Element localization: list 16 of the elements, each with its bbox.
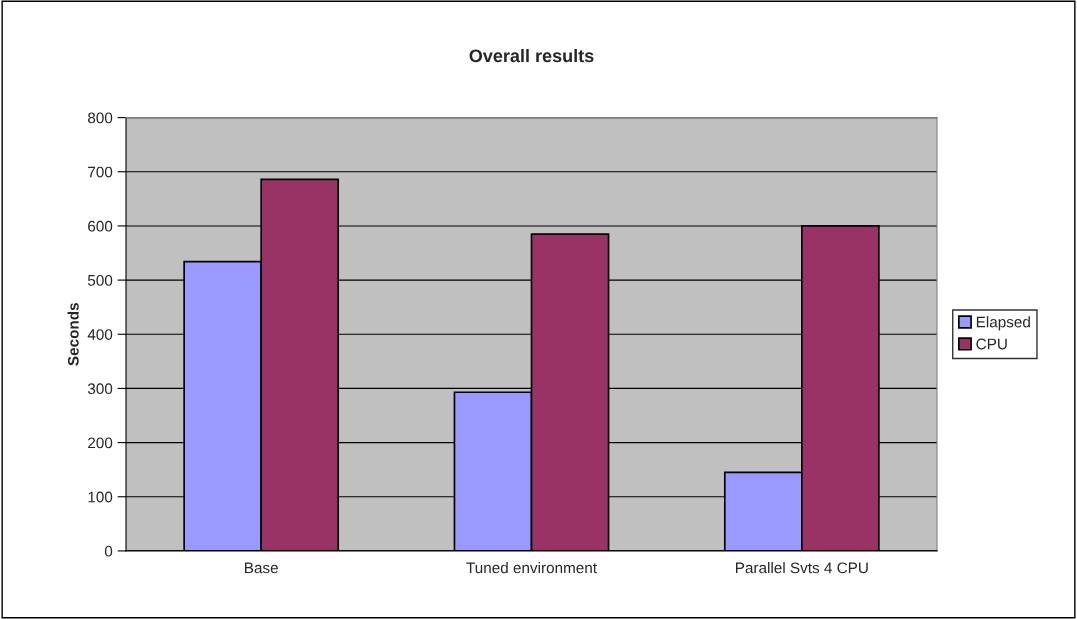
y-tick-label: 400 <box>87 329 113 340</box>
legend-label: Elapsed <box>976 316 1030 331</box>
y-axis-title: Seconds <box>67 303 79 366</box>
y-tick-label: 300 <box>87 383 113 395</box>
chart-title: Overall results <box>469 48 594 63</box>
y-tick-label: 100 <box>88 491 113 503</box>
y-tick-label: 500 <box>87 274 113 286</box>
y-tick-label: 600 <box>88 220 113 232</box>
y-tick-label: 0 <box>104 545 113 557</box>
y-tick-label: 800 <box>87 112 113 124</box>
y-tick-label: 200 <box>88 437 113 449</box>
x-tick-label: Base <box>245 562 278 574</box>
x-tick-label: Tuned environment <box>466 562 597 574</box>
y-tick-label: 700 <box>88 166 113 178</box>
x-tick-label: Parallel Svts 4 CPU <box>736 562 868 574</box>
legend-label: CPU <box>976 338 1007 350</box>
